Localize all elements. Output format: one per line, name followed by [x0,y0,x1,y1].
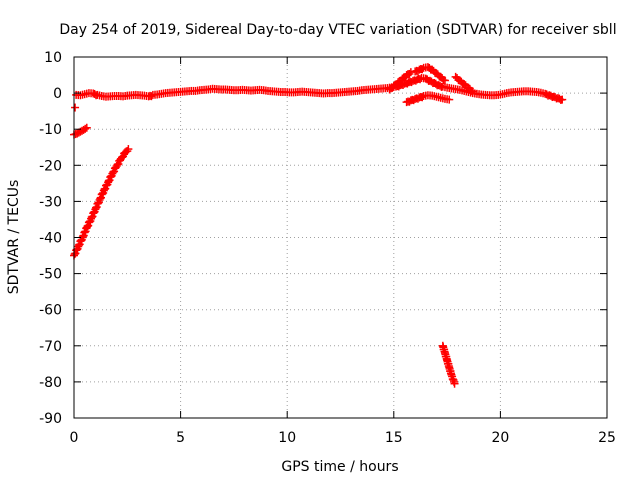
y-tick-label: -40 [39,231,62,247]
y-tick-label: -60 [39,303,62,319]
data-series-7 [451,72,477,96]
y-tick-label: -50 [39,267,62,283]
data-series-5 [411,63,449,85]
data-point [468,87,477,96]
data-point-fill [405,69,414,78]
data-point [71,103,80,112]
axes: 10 0 -10 -20 -30 -40 -50 -60 -70 -80 -90 0 5 10 15 20 25 [39,50,616,446]
y-tick-label: 0 [53,86,62,102]
data-point [445,95,454,104]
data-point-fill [81,124,90,133]
y-tick-label: -70 [39,339,62,355]
data-point-fill [147,92,156,101]
y-tick-label: 10 [44,50,62,66]
data-series-0 [70,145,133,260]
data-series-4 [385,68,415,94]
x-axis-label: GPS time / hours [281,459,398,475]
x-tick-label: 0 [70,430,79,446]
data-point [82,123,91,132]
data-point [124,145,133,154]
data-point-fill [418,65,427,74]
plot-frame [73,56,608,419]
data-point [440,76,449,85]
data-series-6 [402,91,454,107]
y-tick-label: -80 [39,375,62,391]
data-point [558,95,567,104]
x-tick-label: 25 [598,430,616,446]
x-tick-label: 15 [385,430,403,446]
data-series-2 [71,103,80,112]
y-tick-label: -90 [39,411,62,427]
data-series-3 [72,73,567,104]
y-tick-label: -20 [39,158,62,174]
data-point [450,379,459,388]
data-point-fill [418,93,427,102]
x-tick-label: 5 [176,430,185,446]
x-tick-label: 20 [491,430,509,446]
chart-title: Day 254 of 2019, Sidereal Day-to-day VTE… [59,22,616,38]
y-axis-label: SDTVAR / TECUs [6,180,22,295]
grid-lines [74,57,607,418]
y-tick-label: -30 [39,194,62,210]
y-tick-label: -10 [39,122,62,138]
data-series-8 [438,341,459,388]
data-points [70,63,567,388]
x-tick-label: 10 [278,430,296,446]
